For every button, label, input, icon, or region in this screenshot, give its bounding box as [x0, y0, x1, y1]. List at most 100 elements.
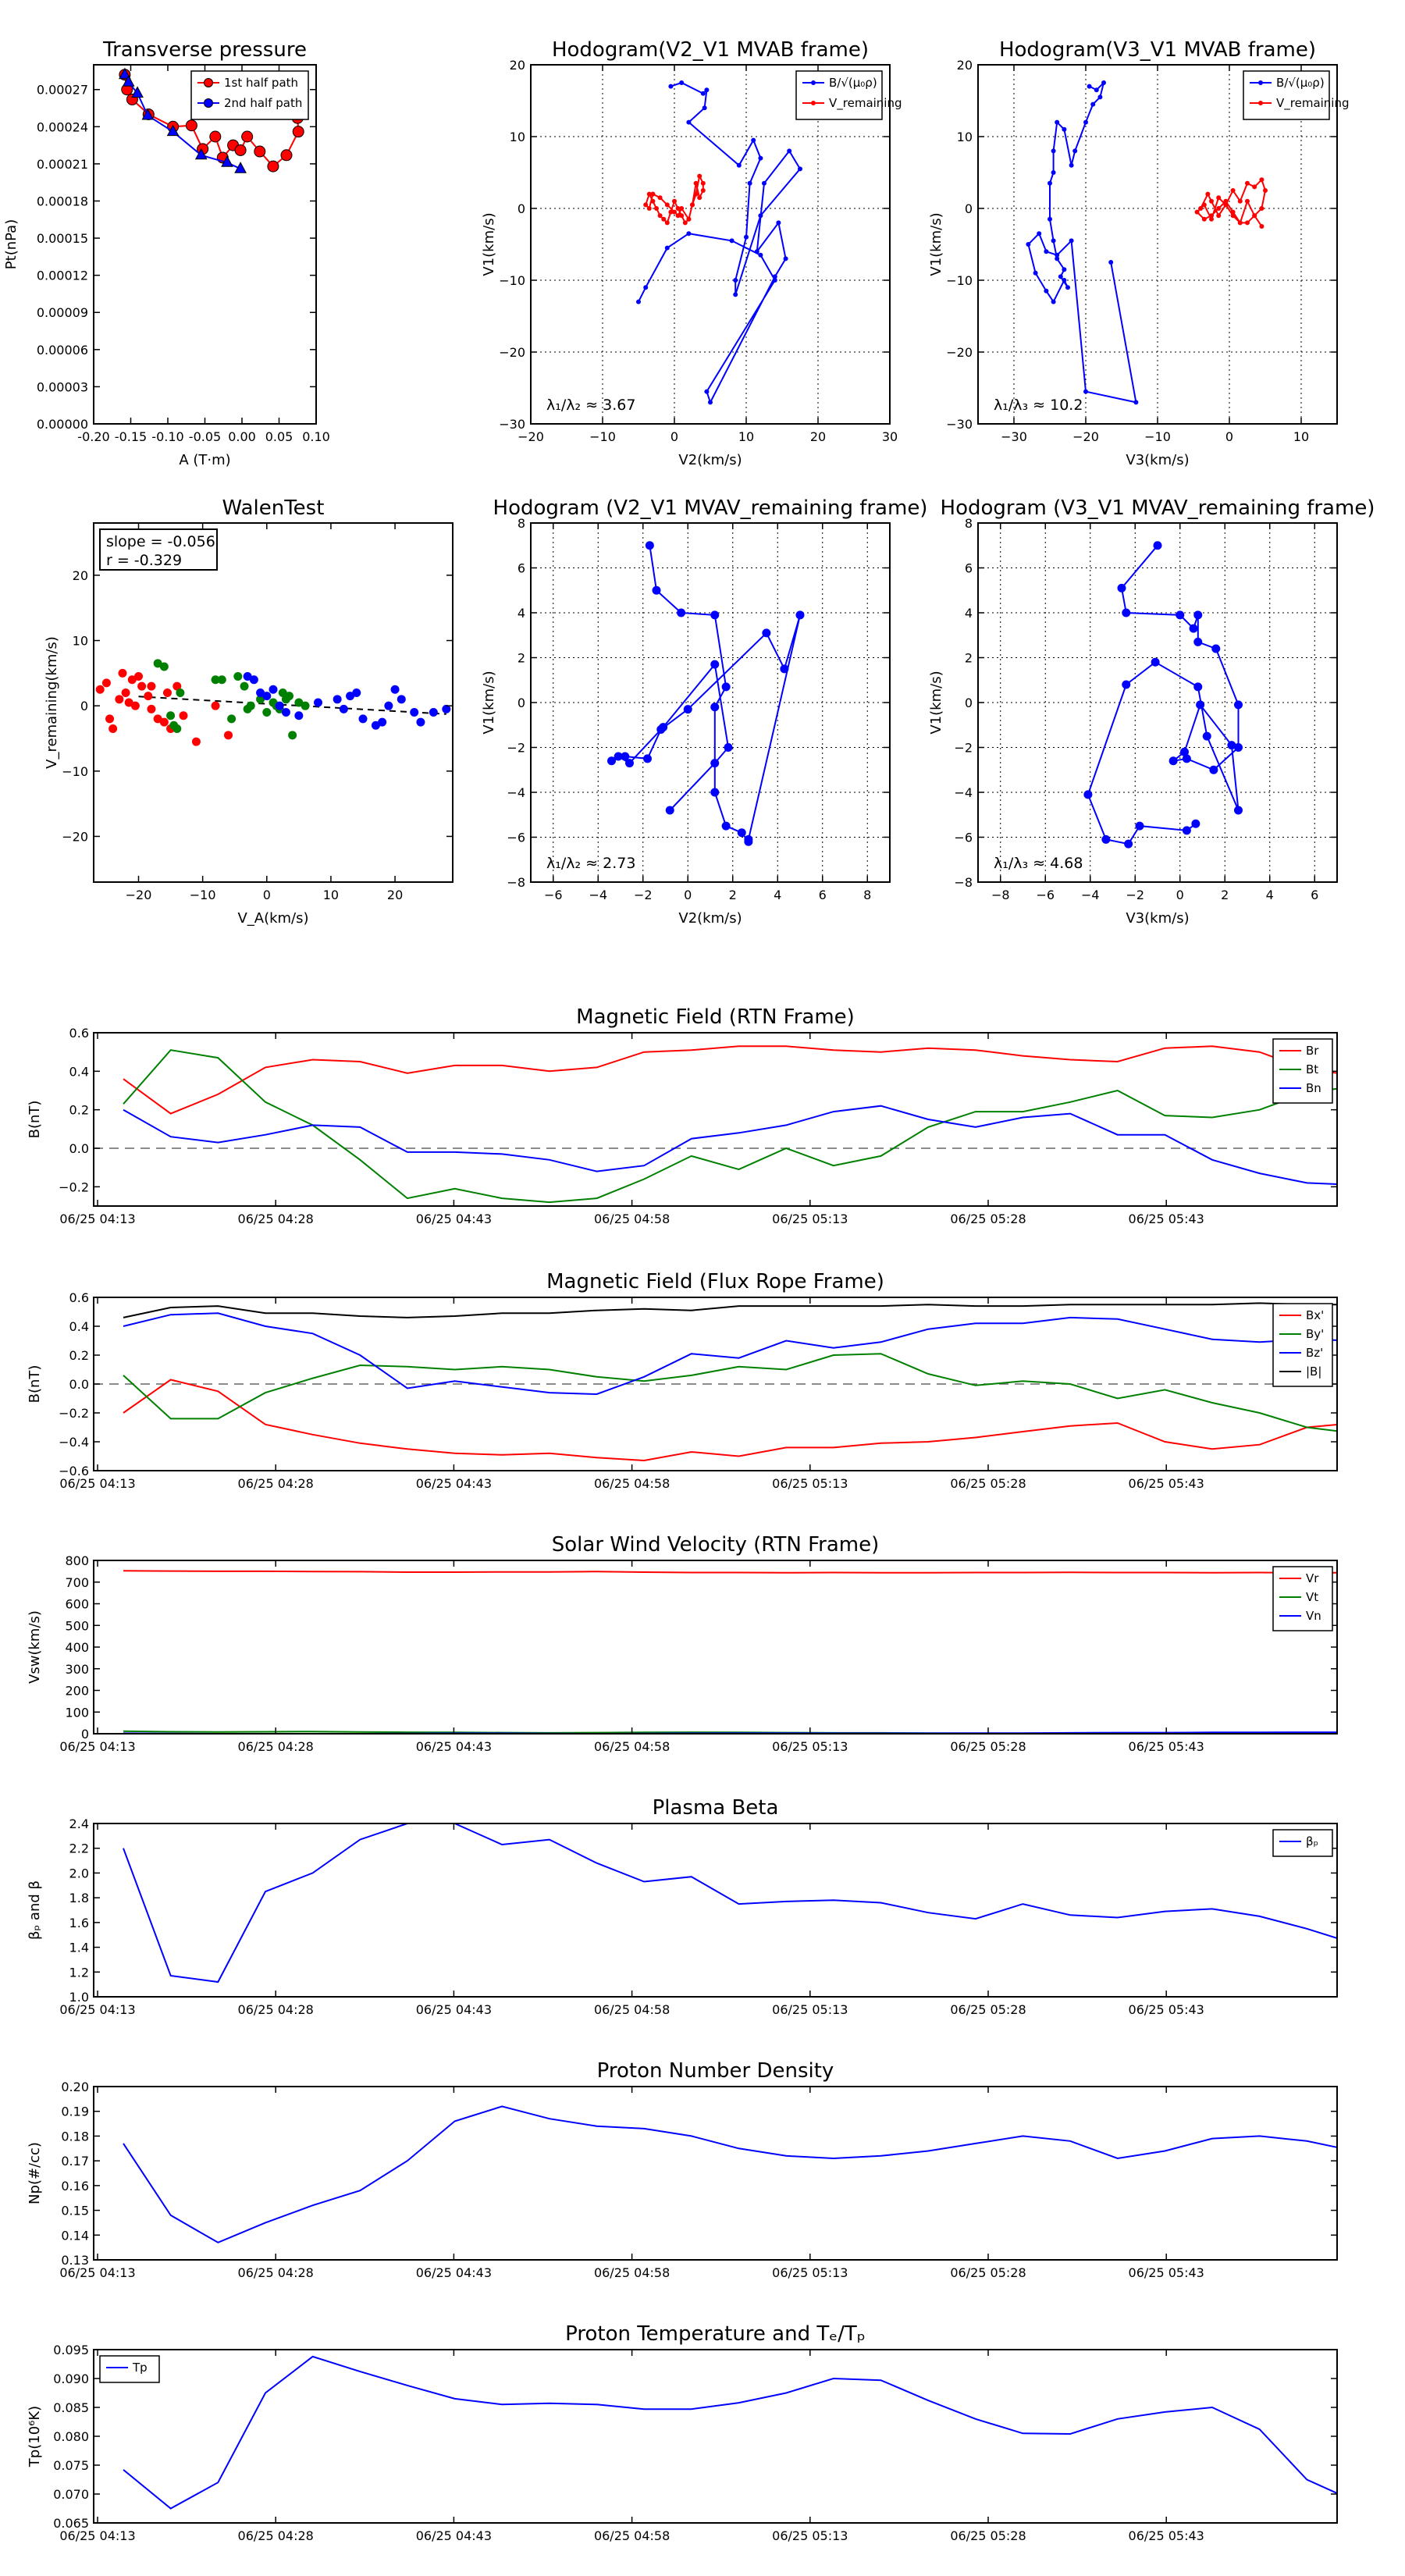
- data-point: [682, 220, 688, 226]
- data-point: [1117, 583, 1126, 592]
- data-point: [119, 67, 131, 80]
- y-tick-label: 0.00024: [37, 119, 88, 134]
- x-tick-label: −2: [634, 888, 653, 902]
- data-point: [664, 220, 670, 226]
- data-point: [672, 198, 677, 204]
- series-line-1: [123, 1353, 1337, 1432]
- data-point: [1193, 682, 1203, 692]
- y-tick-label: 100: [65, 1705, 89, 1720]
- data-point: [1097, 94, 1103, 100]
- walen-stats: slope = -0.056 r = -0.329: [99, 528, 218, 571]
- y-tick-label: 6: [965, 561, 973, 576]
- legend-marker: [1258, 80, 1263, 85]
- y-tick-label: −0.2: [59, 1179, 89, 1194]
- x-tick-label: 06/25 05:28: [950, 1212, 1026, 1226]
- y-tick-label: 10: [510, 130, 525, 144]
- data-point: [275, 701, 284, 710]
- y-tick-label: −4: [507, 785, 525, 800]
- y-tick-label: 0.095: [53, 2343, 89, 2357]
- x-tick-label: 06/25 04:13: [59, 2528, 135, 2543]
- x-tick-label: 06/25 05:13: [772, 1476, 848, 1491]
- data-point: [224, 731, 233, 740]
- walen-correlation: r = -0.329: [106, 552, 182, 569]
- data-point: [710, 660, 720, 669]
- y-tick-label: 6: [518, 561, 525, 576]
- data-point: [1026, 242, 1031, 247]
- data-point: [1205, 191, 1211, 197]
- data-point: [679, 80, 685, 85]
- data-point: [1058, 274, 1063, 279]
- data-point: [1201, 216, 1207, 222]
- data-point: [176, 688, 185, 697]
- data-point: [795, 610, 805, 620]
- legend-label: Tp: [132, 2361, 148, 2375]
- x-tick-label: 06/25 04:13: [59, 1476, 135, 1491]
- y-tick-label: 300: [65, 1662, 89, 1677]
- data-point: [122, 75, 135, 87]
- data-point: [686, 231, 692, 237]
- data-point: [1230, 213, 1236, 219]
- y-tick-label: −20: [62, 829, 88, 844]
- data-point: [1044, 249, 1049, 254]
- data-point: [159, 717, 169, 727]
- data-point: [679, 213, 685, 219]
- legend-label: Bn: [1306, 1081, 1321, 1095]
- legend: βₚ: [1272, 1829, 1333, 1857]
- y-tick-label: −0.6: [59, 1464, 89, 1478]
- y-tick-label: 0.00015: [37, 231, 88, 246]
- x-tick-label: 06/25 05:43: [1129, 2265, 1204, 2280]
- data-point: [1072, 148, 1078, 154]
- data-point: [710, 759, 720, 768]
- y-axis-label: Tp(10⁶K): [27, 2406, 43, 2467]
- series-line-0: [123, 1823, 1337, 1984]
- plasma-beta-chart: Plasma Beta βₚ and β 06/25 04:13 06/25 04:2…: [27, 1796, 1338, 2017]
- data-point: [693, 180, 699, 186]
- plot-content: [123, 1823, 1337, 1984]
- data-point: [704, 87, 710, 93]
- y-axis-label: V1(km/s): [928, 671, 944, 734]
- y-tick-label: 0.00009: [37, 305, 88, 320]
- data-point: [1259, 224, 1264, 229]
- y-tick-label: 4: [518, 606, 525, 621]
- data-point: [1216, 213, 1222, 219]
- data-point: [675, 206, 681, 211]
- x-tick-label: 06/25 04:43: [416, 2265, 492, 2280]
- data-point: [783, 256, 788, 262]
- series-1: [1194, 177, 1268, 229]
- series-0: [636, 80, 802, 405]
- data-point: [191, 737, 201, 746]
- x-tick-label: 20: [387, 888, 403, 902]
- y-tick-label: 0.4: [69, 1319, 89, 1334]
- data-point: [702, 105, 707, 111]
- data-point: [668, 209, 674, 215]
- x-tick-label: −20: [126, 888, 152, 902]
- y-tick-label: 0.14: [61, 2228, 89, 2243]
- data-point: [683, 705, 692, 714]
- x-tick-label: 06/25 04:28: [238, 2265, 314, 2280]
- data-point: [124, 698, 133, 707]
- data-point: [724, 743, 733, 752]
- y-tick-label: −30: [499, 417, 525, 432]
- data-point: [1223, 202, 1229, 208]
- legend-label: B/√(μ₀ρ): [1276, 76, 1325, 90]
- data-point: [1211, 644, 1221, 653]
- data-point: [744, 234, 749, 240]
- data-point: [384, 701, 393, 710]
- data-point: [1069, 162, 1074, 168]
- legend-label: βₚ: [1306, 1834, 1318, 1848]
- eigenvalue-ratio: λ₁/λ₃ ≈ 4.68: [994, 855, 1083, 872]
- chart-title: Hodogram(V3_V1 MVAB frame): [999, 38, 1316, 62]
- data-point: [256, 695, 265, 704]
- plot-frame: [93, 2086, 1338, 2261]
- data-point: [758, 252, 763, 258]
- series-1: [643, 173, 706, 226]
- x-tick-label: −4: [1081, 888, 1100, 902]
- hodogram-v3-v1-mvab-chart: Hodogram(V3_V1 MVAB frame) V3(km/s) V1(km/…: [928, 38, 1350, 468]
- legend-label: Vn: [1306, 1609, 1321, 1623]
- x-tick-label: −6: [1036, 888, 1055, 902]
- data-point: [1094, 87, 1099, 93]
- data-point: [442, 704, 451, 713]
- data-point: [636, 299, 641, 304]
- data-point: [1101, 80, 1106, 85]
- data-point: [1196, 700, 1205, 710]
